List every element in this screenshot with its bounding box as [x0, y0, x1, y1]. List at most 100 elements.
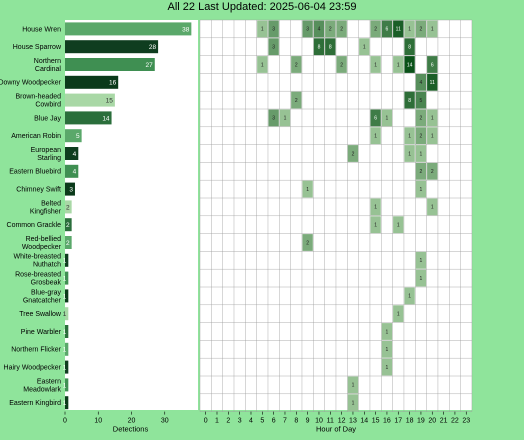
heat-cell — [393, 305, 404, 323]
heat-cell-value: 2 — [431, 169, 434, 175]
heat-cell — [268, 109, 279, 127]
heat-cell — [427, 198, 438, 216]
hour-tick-label: 7 — [283, 418, 287, 425]
species-label-12: Woodpecker — [22, 244, 62, 251]
heat-cell-value: 2 — [295, 62, 298, 68]
bar-value-0: 38 — [182, 26, 190, 33]
species-label-1: House Sparrow — [13, 44, 62, 51]
species-label-15: Gnatcatcher — [23, 297, 62, 304]
hour-tick-label: 18 — [406, 418, 414, 425]
heat-cell — [313, 38, 325, 56]
bar-13 — [65, 253, 69, 267]
heat-cell — [404, 20, 415, 38]
heat-cell-value: 6 — [374, 116, 377, 122]
hour-tick-label: 3 — [238, 418, 242, 425]
bar-value-4: 15 — [106, 98, 114, 105]
bar-12 — [65, 236, 72, 249]
heat-cell — [393, 216, 404, 234]
heat-cell — [427, 56, 438, 73]
heat-cell-value: 1 — [431, 116, 434, 122]
bar-tick-label: 30 — [161, 418, 169, 425]
heat-cell-value: 1 — [397, 62, 400, 68]
heat-cell — [404, 287, 415, 305]
heat-cell — [302, 20, 313, 38]
bar-tick-label: 0 — [63, 418, 67, 425]
hour-tick-label: 12 — [338, 418, 346, 425]
species-label-3: Downy Woodpecker — [0, 80, 62, 87]
heat-cell — [415, 269, 427, 287]
heat-cell-value: 1 — [261, 62, 264, 68]
heat-cell-value: 2 — [295, 98, 298, 104]
species-label-13: White-breasted — [14, 254, 62, 261]
species-label-6: American Robin — [11, 133, 61, 140]
header-title: All 22 Last Updated: 2025-06-04 23:59 — [167, 1, 357, 13]
hour-tick-label: 0 — [204, 418, 208, 425]
heat-cell-value: 3 — [272, 45, 275, 51]
hour-tick-label: 20 — [428, 418, 436, 425]
heat-cell-value: 5 — [420, 98, 423, 104]
heat-cell-value: 1 — [397, 312, 400, 318]
heat-cell — [415, 20, 427, 38]
heat-cell — [404, 38, 415, 56]
heat-cell-value: 1 — [420, 258, 423, 264]
heat-cell — [381, 109, 393, 127]
bar-11 — [65, 218, 72, 232]
heat-cell — [415, 109, 427, 127]
heat-cell-value: 3 — [272, 116, 275, 122]
heat-cell — [427, 127, 438, 145]
hour-tick-label: 23 — [462, 418, 470, 425]
species-label-4: Cowbird — [35, 102, 61, 109]
heat-cell — [415, 180, 427, 198]
heat-cell-value: 6 — [431, 62, 434, 68]
heat-cell — [268, 38, 279, 56]
heat-cell-value: 1 — [386, 329, 389, 335]
hour-tick-label: 4 — [249, 418, 253, 425]
heat-cell — [313, 20, 325, 38]
heat-cell-value: 2 — [420, 27, 423, 33]
heat-cell — [393, 56, 404, 73]
heat-cell — [404, 91, 415, 109]
heat-cell-value: 8 — [408, 98, 411, 104]
hour-tick-label: 9 — [306, 418, 310, 425]
bar-19 — [65, 360, 69, 374]
hour-tick-label: 10 — [315, 418, 323, 425]
hour-tick-label: 16 — [383, 418, 391, 425]
heat-cell — [415, 91, 427, 109]
species-label-14: Grosbeak — [31, 280, 62, 287]
hour-tick-label: 21 — [440, 418, 448, 425]
heat-cell — [279, 109, 291, 127]
heat-cell — [347, 145, 359, 162]
heat-cell-value: 1 — [420, 276, 423, 282]
species-label-18: Northern Flicker — [11, 347, 61, 354]
bar-4 — [65, 93, 115, 107]
heat-cell-value: 2 — [420, 116, 423, 122]
species-label-16: Tree Swallow — [19, 311, 62, 318]
bar-17 — [65, 325, 69, 338]
bar-value-21: 1 — [63, 400, 67, 407]
species-label-4: Brown-headed — [15, 94, 61, 101]
heat-cell — [415, 145, 427, 162]
heat-cell — [347, 394, 359, 412]
bar-3 — [65, 75, 119, 89]
bar-tick-label: 20 — [128, 418, 136, 425]
heat-cell-value: 1 — [397, 223, 400, 229]
heat-cell-value: 1 — [363, 45, 366, 51]
heat-cell — [427, 162, 438, 180]
heat-cell — [427, 73, 438, 91]
heat-cell-value: 1 — [261, 27, 264, 33]
species-label-10: Belted — [41, 200, 61, 207]
hour-tick-label: 13 — [349, 418, 357, 425]
heat-cell-value: 6 — [386, 27, 389, 33]
species-label-0: House Wren — [22, 26, 61, 33]
heat-cell — [336, 20, 347, 38]
bar-value-13: 1 — [63, 258, 67, 265]
bar-value-5: 14 — [102, 115, 110, 122]
bar-value-19: 1 — [63, 365, 67, 372]
heat-cell — [415, 73, 427, 91]
heat-cell — [370, 20, 381, 38]
bar-1 — [65, 40, 159, 54]
bar-value-6: 5 — [76, 133, 80, 140]
heat-cell — [381, 340, 393, 358]
heat-cell-value: 8 — [318, 45, 321, 51]
hour-tick-label: 15 — [372, 418, 380, 425]
